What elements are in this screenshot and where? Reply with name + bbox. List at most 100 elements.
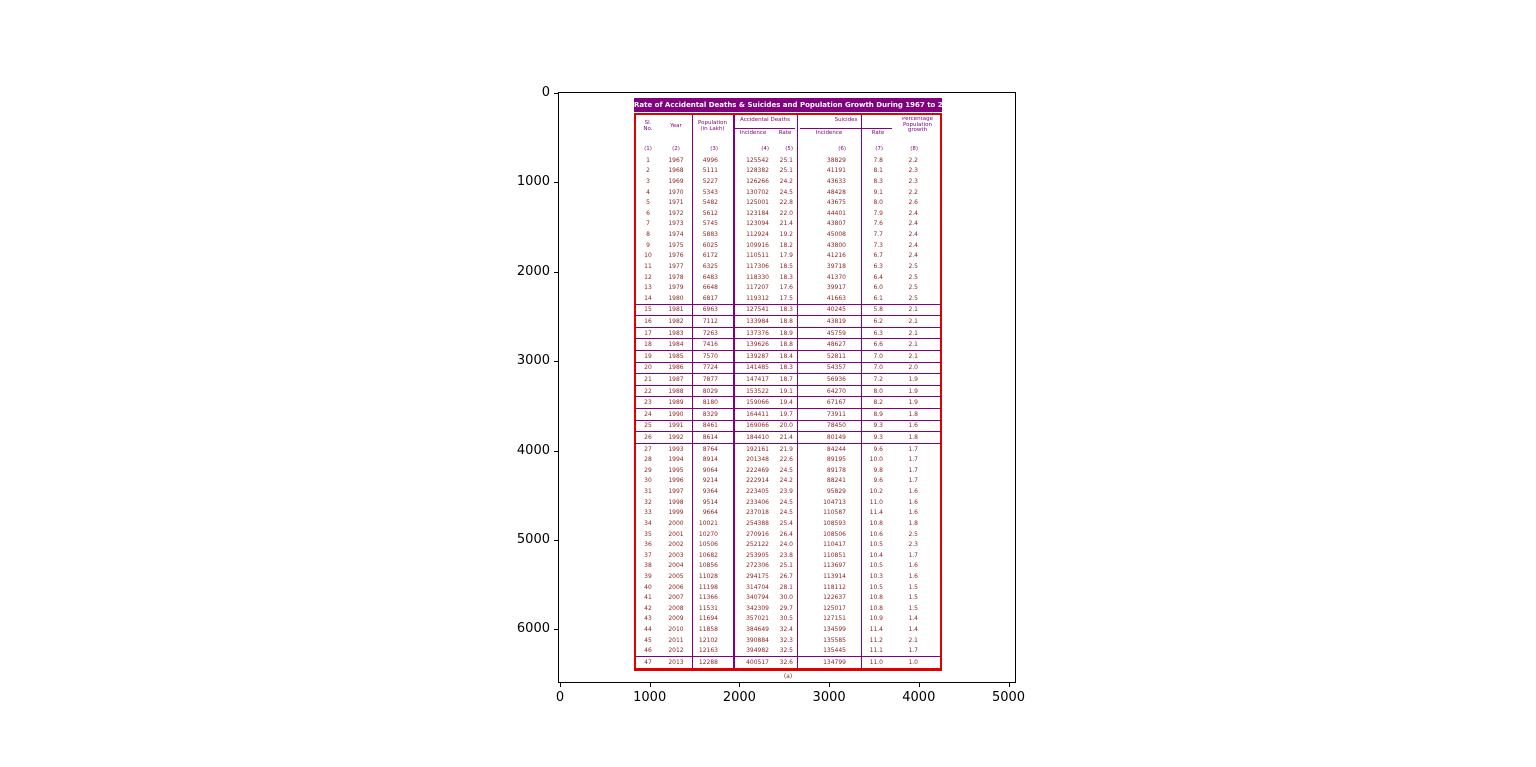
cell: 2.2 bbox=[908, 156, 918, 164]
cell: 117207 bbox=[746, 284, 769, 292]
cell: 2.2 bbox=[908, 188, 918, 196]
cell: 1.7 bbox=[908, 551, 918, 559]
table-row: 29 1995 9064 222469 24.5 89178 9.8 1.7 bbox=[636, 465, 940, 476]
cell: 252122 bbox=[746, 541, 769, 549]
cell: 11.4 bbox=[869, 626, 883, 633]
table-row: 13 1979 6648 117207 17.6 39917 6.0 2.5 bbox=[636, 282, 940, 293]
cell: 2.1 bbox=[908, 352, 918, 360]
cell: 1.8 bbox=[908, 434, 918, 442]
cell: 18.3 bbox=[779, 306, 793, 314]
table-row: 32 1998 9514 233406 24.5 104713 11.0 1.6 bbox=[636, 497, 940, 508]
cell: 1977 bbox=[668, 262, 684, 270]
cell: 10506 bbox=[698, 541, 718, 549]
cell: 25 bbox=[644, 422, 652, 430]
table-row: 19 1985 7570 139287 18.4 52811 7.0 2.1 bbox=[636, 351, 940, 363]
cell: 6.3 bbox=[873, 262, 883, 270]
cell: 7.3 bbox=[873, 241, 883, 249]
header-year: Year bbox=[670, 123, 682, 129]
table-row: 22 1988 8029 153522 19.1 64270 8.0 1.9 bbox=[636, 386, 940, 398]
cell: 1982 bbox=[668, 317, 684, 325]
table-row: 44 2010 11858 384649 32.4 134599 11.4 1.4 bbox=[636, 624, 940, 635]
header-population: Population (in Lakh) bbox=[698, 120, 727, 132]
cell: 9.1 bbox=[873, 188, 883, 196]
cell: 8914 bbox=[702, 456, 718, 464]
cell: 135585 bbox=[823, 636, 846, 644]
cell: 1994 bbox=[668, 456, 684, 464]
cell: 40 bbox=[644, 583, 652, 591]
table-row: 36 2002 10506 252122 24.0 110417 10.5 2.3 bbox=[636, 539, 940, 550]
cell: 1.4 bbox=[908, 615, 918, 623]
column-divider bbox=[692, 115, 693, 668]
y-tick-label: 2000 bbox=[516, 263, 550, 279]
cell: 8614 bbox=[702, 434, 718, 442]
cell: 8764 bbox=[702, 445, 718, 453]
cell: 32.5 bbox=[779, 647, 793, 655]
table-row: 14 1980 6817 119312 17.5 41663 6.1 2.5 bbox=[636, 293, 940, 305]
cell: 19.4 bbox=[779, 399, 793, 407]
cell: 9 bbox=[646, 241, 650, 249]
cell: 169066 bbox=[746, 422, 769, 430]
cell: 122637 bbox=[823, 594, 846, 602]
cell: 233406 bbox=[746, 498, 769, 506]
cell: 9.6 bbox=[873, 445, 883, 453]
cell: 6025 bbox=[702, 241, 718, 249]
cell: 18.2 bbox=[779, 241, 793, 249]
cell: 25.1 bbox=[779, 562, 793, 570]
cell: 1.6 bbox=[908, 422, 918, 430]
table-row: 28 1994 8914 201348 22.6 89195 10.0 1.7 bbox=[636, 454, 940, 465]
cell: 2.1 bbox=[908, 329, 918, 337]
cell: 110511 bbox=[746, 252, 769, 260]
x-tick-label: 4000 bbox=[902, 690, 936, 705]
cell: 7263 bbox=[702, 329, 718, 337]
cell: 7.8 bbox=[873, 156, 883, 164]
cell: 12102 bbox=[698, 636, 718, 644]
cell: 8461 bbox=[702, 422, 718, 430]
cell: 126266 bbox=[746, 178, 769, 186]
cell: 52811 bbox=[826, 352, 846, 360]
cell: 7 bbox=[646, 220, 650, 228]
cell: 24.0 bbox=[779, 541, 793, 549]
y-tick-mark bbox=[554, 93, 558, 94]
table-row: 35 2001 10270 270916 26.4 108506 10.6 2.5 bbox=[636, 529, 940, 540]
x-tick-label: 0 bbox=[555, 690, 565, 705]
cell: 1973 bbox=[668, 220, 684, 228]
cell: 270916 bbox=[746, 530, 769, 538]
plot-area: Rate of Accidental Deaths & Suicides and… bbox=[558, 92, 1016, 683]
col-number: (8) bbox=[910, 145, 918, 152]
cell: 6.1 bbox=[873, 294, 883, 302]
cell: 56936 bbox=[826, 375, 846, 383]
cell: 43800 bbox=[826, 241, 846, 249]
cell: 5883 bbox=[702, 231, 718, 239]
cell: 1983 bbox=[668, 329, 684, 337]
x-tick-mark bbox=[560, 683, 561, 687]
x-tick-mark bbox=[649, 683, 651, 687]
cell: 117306 bbox=[746, 262, 769, 270]
cell: 135445 bbox=[823, 647, 846, 655]
cell: 1971 bbox=[668, 199, 684, 207]
table-row: 2 1968 5111 128382 25.1 41191 8.1 2.3 bbox=[636, 166, 940, 177]
cell: 2.4 bbox=[908, 241, 918, 249]
cell: 47 bbox=[644, 658, 652, 666]
cell: 6483 bbox=[702, 273, 718, 281]
cell: 1985 bbox=[668, 352, 684, 360]
x-tick-label: 3000 bbox=[812, 690, 846, 705]
cell: 2.5 bbox=[908, 262, 918, 270]
cell: 390884 bbox=[746, 636, 769, 644]
cell: 11.0 bbox=[869, 498, 883, 506]
x-tick-label: 5000 bbox=[991, 690, 1026, 705]
cell: 24.5 bbox=[779, 509, 793, 517]
cell: 22 bbox=[644, 387, 652, 395]
table-row: 40 2006 11198 314704 28.1 118112 10.5 1.5 bbox=[636, 582, 940, 593]
table-row: 20 1986 7724 141485 18.3 54357 7.0 2.0 bbox=[636, 363, 940, 375]
cell: 1 bbox=[646, 156, 650, 164]
cell: 11 bbox=[644, 262, 652, 270]
table-header: Sl. No. Year Population (in Lakh) Accide… bbox=[636, 115, 940, 155]
cell: 18.5 bbox=[779, 262, 793, 270]
cell: 2.1 bbox=[908, 636, 918, 644]
cell: 2.3 bbox=[908, 167, 918, 175]
cell: 5612 bbox=[702, 209, 718, 217]
cell: 48428 bbox=[826, 188, 846, 196]
cell: 237018 bbox=[746, 509, 769, 517]
cell: 40245 bbox=[826, 306, 846, 314]
cell: 109916 bbox=[746, 241, 769, 249]
